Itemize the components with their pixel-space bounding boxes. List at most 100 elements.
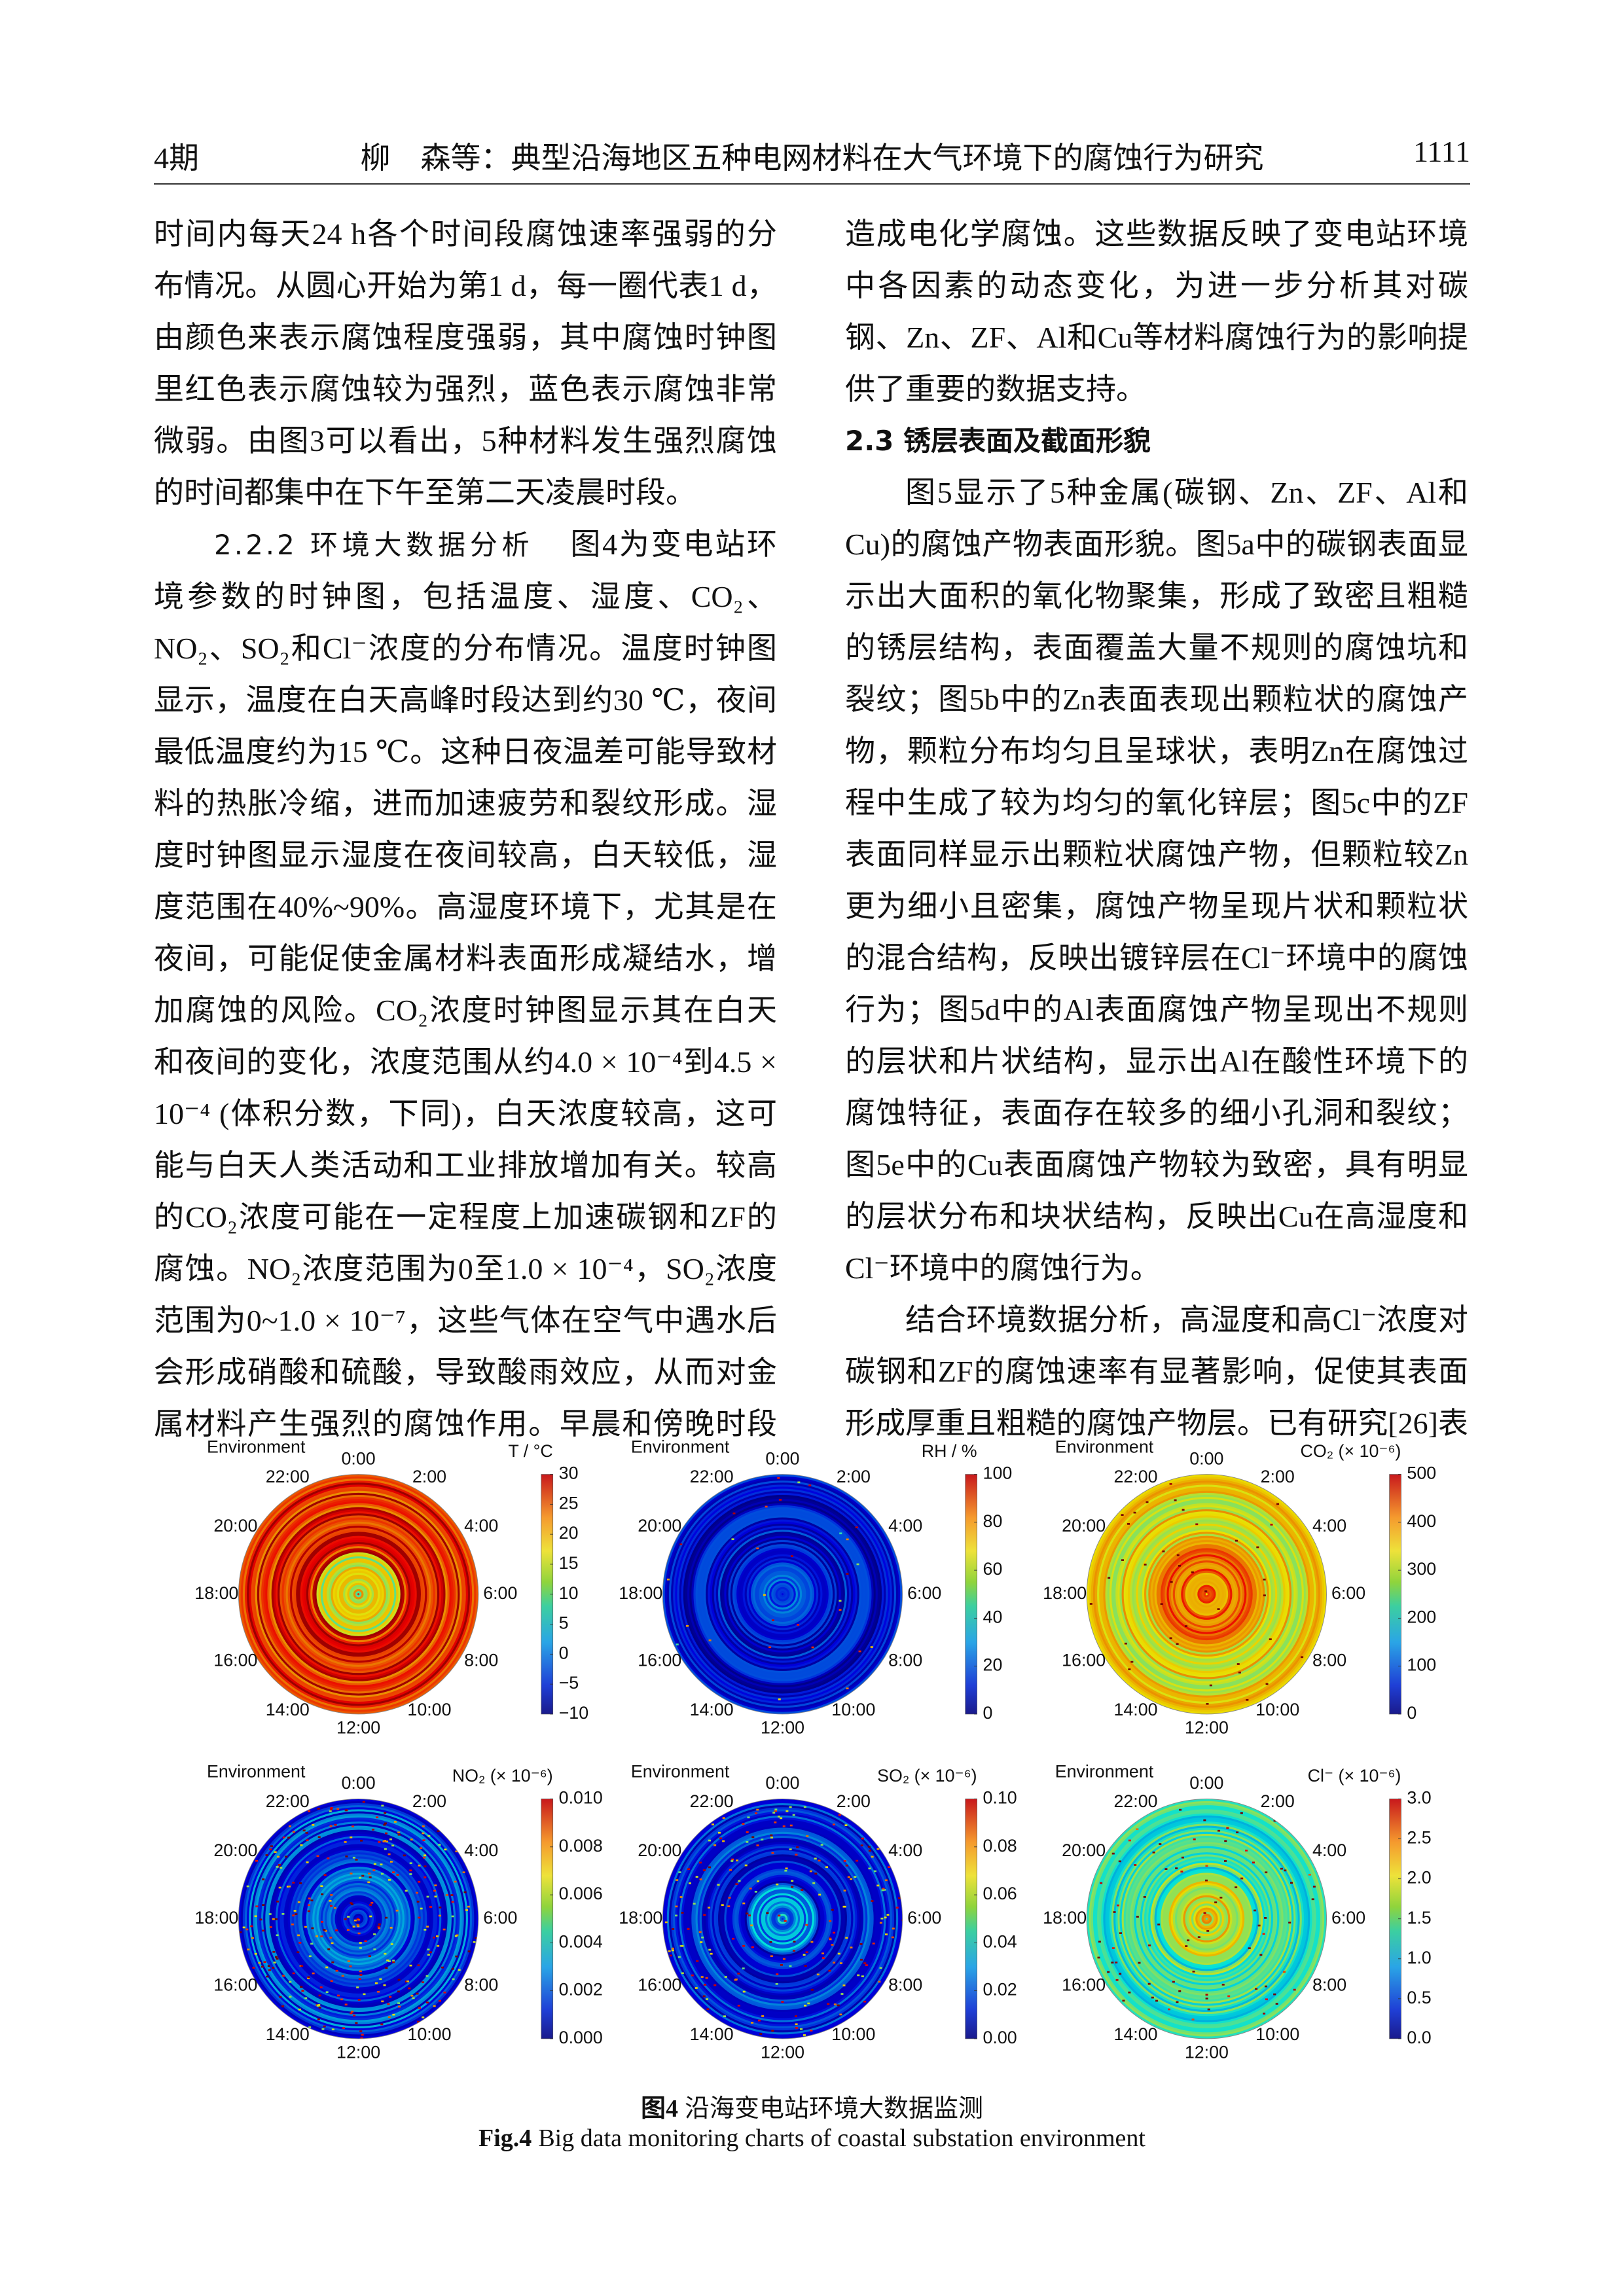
heatmap-speckle bbox=[335, 1969, 338, 1972]
heatmap-ring bbox=[1174, 1886, 1239, 1951]
heatmap-speckle bbox=[1184, 1625, 1188, 1627]
subsection-heading: 2.2.2 环境大数据分析 bbox=[214, 529, 534, 561]
heatmap-speckle bbox=[435, 1935, 439, 1937]
heatmap-ring bbox=[353, 1588, 364, 1600]
clock-panel: Environment 0:00 2:00 4:00 6:00 8:00 10:00 12:0… bbox=[619, 1437, 1012, 1737]
heatmap-speckle bbox=[384, 1848, 387, 1850]
heatmap-speckle bbox=[359, 1942, 362, 1944]
heatmap-ring bbox=[763, 1899, 803, 1939]
heatmap-speckle bbox=[754, 1890, 757, 1893]
heatmap-speckle bbox=[1236, 1831, 1239, 1834]
heatmap-ring bbox=[1100, 1813, 1312, 2025]
heatmap-speckle bbox=[409, 1873, 412, 1875]
heatmap-ring bbox=[1087, 1474, 1327, 1714]
heatmap-speckle bbox=[732, 1512, 736, 1515]
heatmap-ring bbox=[1191, 1578, 1223, 1610]
heatmap-speckle bbox=[1276, 1503, 1280, 1505]
heatmap-ring bbox=[697, 1833, 868, 2004]
heatmap-ring bbox=[277, 1837, 440, 2000]
heatmap-ring bbox=[664, 1801, 901, 2037]
colorbar-tick-label: 0.000 bbox=[559, 2028, 603, 2047]
heatmap-speckle bbox=[1147, 1982, 1151, 1985]
heatmap-speckle bbox=[437, 1830, 440, 1833]
heatmap-speckle bbox=[691, 1974, 694, 1977]
hour-label: 22:00 bbox=[1113, 1791, 1157, 1811]
heatmap-speckle bbox=[850, 1946, 853, 1948]
hour-label: 0:00 bbox=[765, 1773, 799, 1793]
heatmap-ring bbox=[300, 1860, 418, 1978]
heatmap-ring bbox=[754, 1566, 811, 1623]
heatmap-ring bbox=[674, 1811, 891, 2027]
heatmap-speckle bbox=[397, 1831, 401, 1834]
paragraph: 2.2.2 环境大数据分析 图4为变电站环境参数的时钟图，包括温度、湿度、CO₂、… bbox=[154, 518, 777, 1439]
heatmap-speckle bbox=[820, 1844, 823, 1846]
heatmap-ring bbox=[712, 1848, 854, 1990]
heatmap-speckle bbox=[770, 1837, 774, 1839]
heatmap-ring bbox=[683, 1494, 882, 1694]
heatmap-ring bbox=[324, 1560, 393, 1628]
heatmap-speckle bbox=[308, 2026, 312, 2028]
heatmap-speckle bbox=[349, 1965, 352, 1967]
heatmap-ring bbox=[271, 1507, 446, 1682]
heatmap-speckle bbox=[433, 2005, 436, 2007]
heatmap-ring bbox=[1170, 1882, 1243, 1955]
heatmap-speckle bbox=[1130, 1660, 1134, 1663]
heatmap-speckle bbox=[267, 1965, 270, 1967]
heatmap-ring bbox=[693, 1505, 872, 1684]
heatmap-speckle bbox=[268, 1969, 271, 1971]
heatmap-speckle bbox=[703, 1984, 706, 1986]
colorbar-tick-label: 2.5 bbox=[1407, 1828, 1431, 1848]
colorbar-label: CO₂ (× 10⁻⁶) bbox=[1301, 1441, 1401, 1461]
heatmap-speckle bbox=[731, 1538, 734, 1541]
heatmap-speckle bbox=[438, 1914, 441, 1917]
heatmap-speckle bbox=[287, 1885, 291, 1888]
heatmap-ring bbox=[326, 1562, 391, 1626]
heatmap-speckle bbox=[833, 1962, 836, 1964]
heatmap-ring bbox=[295, 1531, 422, 1657]
heatmap-ring bbox=[1178, 1891, 1235, 1947]
heatmap-speckle bbox=[424, 1854, 427, 1857]
heatmap-speckle bbox=[254, 1952, 257, 1955]
heatmap-speckle bbox=[742, 1902, 746, 1905]
heatmap-speckle bbox=[396, 1874, 399, 1876]
panel-title: Environment bbox=[1055, 1761, 1154, 1781]
heatmap-ring bbox=[1125, 1513, 1288, 1676]
heatmap-ring bbox=[314, 1550, 403, 1639]
heatmap-ring bbox=[314, 1874, 403, 1964]
heatmap-ring bbox=[297, 1534, 420, 1655]
hour-label: 2:00 bbox=[1261, 1791, 1295, 1811]
heatmap-ring bbox=[293, 1529, 424, 1659]
clock-outline bbox=[662, 1799, 903, 2039]
heatmap-ring bbox=[353, 1913, 364, 1924]
heatmap-speckle bbox=[833, 1931, 836, 1934]
heatmap-speckle bbox=[369, 1915, 372, 1918]
heatmap-speckle bbox=[397, 1833, 401, 1836]
heatmap-speckle bbox=[357, 1999, 361, 2001]
colorbar-tick-label: 0.006 bbox=[559, 1884, 603, 1903]
heatmap-ring bbox=[746, 1882, 819, 1955]
heatmap-ring bbox=[1121, 1833, 1292, 2004]
heatmap-speckle bbox=[812, 1882, 816, 1884]
heatmap-ring bbox=[777, 1588, 788, 1600]
heatmap-speckle bbox=[441, 1966, 444, 1969]
heatmap-ring bbox=[1180, 1893, 1233, 1945]
heatmap-speckle bbox=[742, 1945, 746, 1947]
heatmap-ring bbox=[672, 1808, 893, 2029]
heatmap-speckle bbox=[1097, 1956, 1100, 1959]
heatmap-ring bbox=[754, 1891, 811, 1947]
heatmap-ring bbox=[1107, 1819, 1307, 2018]
heatmap-ring bbox=[721, 1858, 844, 1980]
colorbar-tick-label: 0.010 bbox=[559, 1788, 603, 1808]
heatmap-ring bbox=[1197, 1585, 1216, 1604]
heatmap-speckle bbox=[1204, 1879, 1208, 1882]
heatmap-speckle bbox=[766, 1912, 769, 1914]
heatmap-speckle bbox=[845, 1937, 848, 1939]
heatmap-speckle bbox=[350, 2012, 353, 2015]
heatmap-speckle bbox=[438, 1844, 441, 1846]
heatmap-speckle bbox=[397, 1990, 400, 1993]
heatmap-ring bbox=[672, 1484, 893, 1704]
colorbar-tick-label: 300 bbox=[1407, 1559, 1436, 1579]
heatmap-speckle bbox=[306, 1861, 309, 1863]
heatmap-ring bbox=[717, 1854, 848, 1984]
